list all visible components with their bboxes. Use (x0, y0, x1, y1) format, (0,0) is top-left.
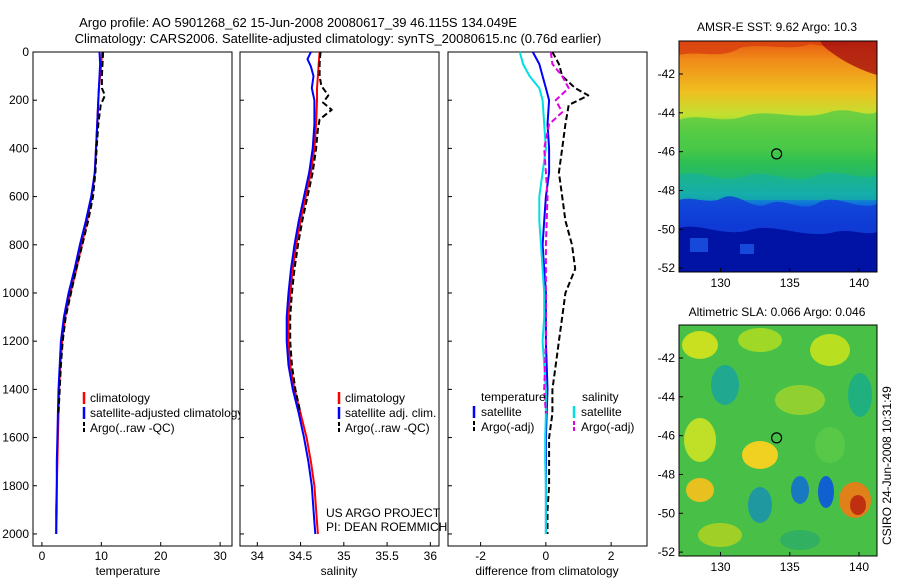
difference-series-salinity-satellite (518, 51, 547, 534)
difference-xtick-label: 0 (543, 549, 550, 563)
depth-tick-label: 1600 (2, 431, 29, 445)
salinity-series-satellite-adj-clim (285, 51, 317, 535)
difference-legend-salinity-title: salinity (582, 390, 619, 404)
temperature-legend: climatology satellite-adjusted climatolo… (82, 391, 243, 435)
difference-legend-sal-satellite: satellite (581, 405, 622, 419)
temperature-legend-argo: Argo(..raw -QC) (90, 421, 175, 435)
difference-series-salinity-argo-adj (543, 51, 570, 414)
figure-title-line1: Argo profile: AO 5901268_62 15-Jun-2008 … (79, 15, 517, 30)
depth-tick-label: 400 (9, 141, 29, 155)
difference-xlabel: difference from climatology (475, 564, 618, 578)
difference-series-temperature-satellite (531, 51, 551, 534)
temperature-xtick-label: 0 (39, 549, 46, 563)
timestamp-label: CSIRO 24-Jun-2008 10:31:49 (880, 386, 894, 545)
temperature-legend-satellite: satellite-adjusted climatology (90, 406, 243, 420)
salinity-legend-argo: Argo(..raw -QC) (345, 421, 430, 435)
sst-argo-marker (771, 148, 783, 160)
temperature-xtick-label: 30 (213, 549, 227, 563)
sst-ytick-label: -46 (658, 145, 676, 159)
salinity-xtick-label: 35 (337, 549, 351, 563)
depth-tick-label: 1800 (2, 479, 29, 493)
temperature-xtick-label: 10 (95, 549, 109, 563)
difference-series-temperature-argo-adj (546, 51, 590, 534)
depth-tick-label: 0 (22, 45, 29, 59)
depth-tick-label: 2000 (2, 527, 29, 541)
difference-xtick-label: -2 (475, 549, 486, 563)
sla-argo-marker (771, 432, 783, 444)
sla-ytick-label: -50 (658, 506, 676, 520)
salinity-xtick-label: 34 (251, 549, 265, 563)
temperature-panel: 0 10 20 30 0 200 400 600 800 1000 1200 1400 1600 1800… (2, 45, 243, 578)
salinity-xtick-label: 35.5 (375, 549, 399, 563)
temperature-series-satellite-adjusted-climatology (55, 51, 102, 534)
temperature-legend-climatology: climatology (90, 391, 150, 405)
sla-ytick-label: -42 (658, 351, 676, 365)
difference-legend-temp-argo: Argo(-adj) (481, 420, 534, 434)
salinity-legend-satellite: satellite adj. clim. (345, 406, 436, 420)
temperature-xlabel: temperature (96, 564, 161, 578)
salinity-legend-climatology: climatology (345, 391, 405, 405)
salinity-xtick-label: 36 (424, 549, 438, 563)
sla-map-title: Altimetric SLA: 0.066 Argo: 0.046 (689, 305, 866, 319)
depth-tick-label: 1400 (2, 382, 29, 396)
temperature-series-argo-raw-qc (57, 51, 106, 414)
sst-ytick-label: -48 (658, 183, 676, 197)
difference-legend-sal-argo: Argo(-adj) (581, 420, 634, 434)
sla-xtick-label: 135 (780, 560, 800, 574)
difference-legend: temperature satellite Argo(-adj) salinit… (472, 390, 634, 434)
depth-tick-label: 800 (9, 238, 29, 252)
salinity-series-argo-raw-qc (289, 51, 333, 414)
salinity-xtick-label: 34.5 (289, 549, 313, 563)
sst-ytick-label: -44 (658, 106, 676, 120)
sla-xtick-label: 130 (711, 560, 731, 574)
difference-legend-temperature-title: temperature (481, 390, 546, 404)
depth-tick-label: 600 (9, 190, 29, 204)
temperature-xtick-label: 20 (154, 549, 168, 563)
salinity-legend: climatology satellite adj. clim. Argo(..… (337, 391, 436, 435)
sla-map: Altimetric SLA: 0.066 Argo: 0.046 130 135… (658, 305, 878, 574)
project-label: US ARGO PROJECT (326, 506, 441, 520)
figure-title-line2: Climatology: CARS2006. Satellite-adjuste… (75, 31, 602, 46)
difference-xtick-label: 2 (608, 549, 615, 563)
sla-ytick-label: -44 (658, 390, 676, 404)
sst-ytick-label: -50 (658, 222, 676, 236)
sla-ytick-label: -46 (658, 429, 676, 443)
salinity-panel: 34 34.5 35 35.5 36 salinity climatology sate… (239, 51, 447, 578)
sst-xtick-label: 140 (849, 276, 869, 290)
sst-xtick-label: 130 (711, 276, 731, 290)
sst-map: AMSR-E SST: 9.62 Argo: 10.3 130 135 140 -42… (658, 20, 878, 290)
depth-tick-label: 1200 (2, 334, 29, 348)
sst-ytick-label: -42 (658, 67, 676, 81)
depth-tick-label: 200 (9, 93, 29, 107)
sst-ytick-label: -52 (658, 261, 676, 275)
difference-legend-temp-satellite: satellite (481, 405, 522, 419)
difference-panel: -2 0 2 difference from climatology tempera… (447, 51, 648, 578)
sla-xtick-label: 140 (849, 560, 869, 574)
sla-ytick-label: -48 (658, 467, 676, 481)
sst-xtick-label: 135 (780, 276, 800, 290)
salinity-xlabel: salinity (321, 564, 358, 578)
sla-ytick-label: -52 (658, 545, 676, 559)
pi-label: PI: DEAN ROEMMICH (326, 520, 447, 534)
salinity-series-climatology (287, 51, 321, 535)
sst-map-title: AMSR-E SST: 9.62 Argo: 10.3 (697, 20, 857, 34)
depth-tick-label: 1000 (2, 286, 29, 300)
